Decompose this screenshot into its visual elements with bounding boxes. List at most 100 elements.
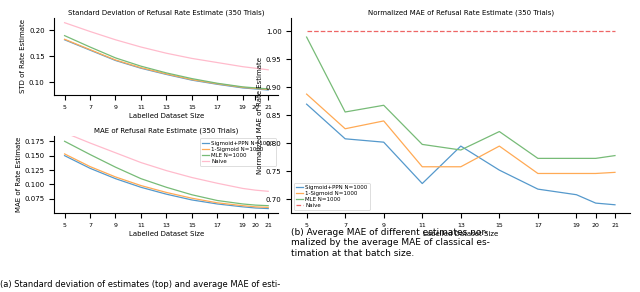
Sigmoid+PPN N=1000 bbox=[264, 207, 272, 210]
Sigmoid+PPN N=1000 bbox=[573, 193, 580, 197]
1-Sigmoid N=1000 bbox=[419, 165, 426, 168]
MLE N=1000 bbox=[163, 185, 170, 189]
1-Sigmoid N=1000 bbox=[534, 172, 541, 175]
1-Sigmoid N=1000 bbox=[457, 165, 465, 168]
Sigmoid+PPN N=1000 bbox=[380, 140, 388, 144]
Line: Sigmoid+PPN N=1000: Sigmoid+PPN N=1000 bbox=[65, 156, 268, 208]
MLE N=1000 bbox=[573, 157, 580, 160]
Sigmoid+PPN N=1000 bbox=[303, 102, 310, 106]
1-Sigmoid N=1000 bbox=[264, 206, 272, 209]
Naive bbox=[592, 30, 600, 33]
Naive bbox=[419, 30, 426, 33]
Naive bbox=[457, 30, 465, 33]
1-Sigmoid N=1000 bbox=[111, 175, 119, 179]
Sigmoid+PPN N=1000 bbox=[61, 154, 68, 157]
Naive bbox=[264, 190, 272, 193]
Y-axis label: MAE of Rate Estimate: MAE of Rate Estimate bbox=[15, 137, 22, 212]
1-Sigmoid N=1000 bbox=[137, 184, 145, 187]
Sigmoid+PPN N=1000 bbox=[534, 187, 541, 191]
1-Sigmoid N=1000 bbox=[573, 172, 580, 175]
MLE N=1000 bbox=[86, 153, 94, 156]
Sigmoid+PPN N=1000 bbox=[611, 203, 619, 206]
Line: Naive: Naive bbox=[65, 133, 268, 191]
Title: Standard Deviation of Refusal Rate Estimate (350 Trials): Standard Deviation of Refusal Rate Estim… bbox=[68, 10, 265, 16]
Sigmoid+PPN N=1000 bbox=[592, 201, 600, 205]
Naive bbox=[188, 176, 196, 179]
Sigmoid+PPN N=1000 bbox=[341, 137, 349, 140]
MLE N=1000 bbox=[611, 154, 619, 157]
1-Sigmoid N=1000 bbox=[188, 197, 196, 200]
Line: 1-Sigmoid N=1000: 1-Sigmoid N=1000 bbox=[307, 94, 615, 173]
MLE N=1000 bbox=[419, 143, 426, 146]
Sigmoid+PPN N=1000 bbox=[188, 198, 196, 202]
Naive bbox=[252, 188, 259, 192]
1-Sigmoid N=1000 bbox=[611, 171, 619, 174]
1-Sigmoid N=1000 bbox=[495, 144, 503, 148]
X-axis label: Labelled Dataset Size: Labelled Dataset Size bbox=[129, 113, 204, 119]
MLE N=1000 bbox=[534, 157, 541, 160]
Naive bbox=[163, 169, 170, 172]
Sigmoid+PPN N=1000 bbox=[495, 168, 503, 172]
Sigmoid+PPN N=1000 bbox=[252, 206, 259, 210]
MLE N=1000 bbox=[264, 204, 272, 207]
1-Sigmoid N=1000 bbox=[252, 205, 259, 208]
Text: (b) Average MAE of different estimates nor-
malized by the average MAE of classi: (b) Average MAE of different estimates n… bbox=[291, 228, 490, 258]
Sigmoid+PPN N=1000 bbox=[457, 144, 465, 148]
Naive bbox=[341, 30, 349, 33]
Title: Normalized MAE of Refusal Rate Estimate (350 Trials): Normalized MAE of Refusal Rate Estimate … bbox=[368, 10, 554, 16]
MLE N=1000 bbox=[252, 203, 259, 207]
Line: MLE N=1000: MLE N=1000 bbox=[307, 37, 615, 158]
Naive bbox=[573, 30, 580, 33]
1-Sigmoid N=1000 bbox=[163, 191, 170, 194]
Naive bbox=[239, 187, 246, 190]
Naive bbox=[111, 151, 119, 154]
1-Sigmoid N=1000 bbox=[61, 152, 68, 156]
Naive bbox=[380, 30, 388, 33]
1-Sigmoid N=1000 bbox=[303, 92, 310, 96]
MLE N=1000 bbox=[61, 140, 68, 143]
Sigmoid+PPN N=1000 bbox=[163, 192, 170, 196]
1-Sigmoid N=1000 bbox=[341, 127, 349, 131]
MLE N=1000 bbox=[457, 148, 465, 152]
Naive bbox=[61, 131, 68, 134]
Sigmoid+PPN N=1000 bbox=[111, 177, 119, 180]
1-Sigmoid N=1000 bbox=[380, 119, 388, 123]
MLE N=1000 bbox=[380, 104, 388, 107]
Sigmoid+PPN N=1000 bbox=[239, 205, 246, 208]
Sigmoid+PPN N=1000 bbox=[214, 202, 221, 206]
MLE N=1000 bbox=[495, 130, 503, 133]
MLE N=1000 bbox=[239, 202, 246, 206]
1-Sigmoid N=1000 bbox=[592, 172, 600, 175]
1-Sigmoid N=1000 bbox=[239, 204, 246, 207]
MLE N=1000 bbox=[592, 157, 600, 160]
Naive bbox=[137, 161, 145, 164]
Naive bbox=[534, 30, 541, 33]
Naive bbox=[495, 30, 503, 33]
1-Sigmoid N=1000 bbox=[86, 165, 94, 168]
Line: 1-Sigmoid N=1000: 1-Sigmoid N=1000 bbox=[65, 154, 268, 207]
MLE N=1000 bbox=[188, 193, 196, 197]
Naive bbox=[303, 30, 310, 33]
X-axis label: Labelled Dataset Size: Labelled Dataset Size bbox=[129, 231, 204, 237]
MLE N=1000 bbox=[137, 177, 145, 180]
Line: Sigmoid+PPN N=1000: Sigmoid+PPN N=1000 bbox=[307, 104, 615, 205]
Naive bbox=[214, 182, 221, 185]
Legend: Sigmoid+PPN N=1000, 1-Sigmoid N=1000, MLE N=1000, Naive: Sigmoid+PPN N=1000, 1-Sigmoid N=1000, ML… bbox=[294, 182, 369, 210]
1-Sigmoid N=1000 bbox=[214, 201, 221, 205]
MLE N=1000 bbox=[303, 35, 310, 39]
Line: MLE N=1000: MLE N=1000 bbox=[65, 141, 268, 206]
Y-axis label: Normalized MAE of Rate Estimate: Normalized MAE of Rate Estimate bbox=[257, 57, 263, 174]
Sigmoid+PPN N=1000 bbox=[86, 166, 94, 170]
Sigmoid+PPN N=1000 bbox=[137, 185, 145, 189]
MLE N=1000 bbox=[341, 110, 349, 114]
Y-axis label: STD of Rate Estimate: STD of Rate Estimate bbox=[20, 19, 26, 93]
X-axis label: Labelled Dataset Size: Labelled Dataset Size bbox=[423, 231, 499, 237]
MLE N=1000 bbox=[111, 165, 119, 169]
Naive bbox=[86, 141, 94, 145]
Text: (a) Standard deviation of estimates (top) and average MAE of esti-: (a) Standard deviation of estimates (top… bbox=[0, 280, 280, 289]
Naive bbox=[611, 30, 619, 33]
Title: MAE of Refusal Rate Estimate (350 Trials): MAE of Refusal Rate Estimate (350 Trials… bbox=[94, 128, 239, 134]
Sigmoid+PPN N=1000 bbox=[419, 182, 426, 185]
MLE N=1000 bbox=[214, 199, 221, 202]
Legend: Sigmoid+PPN N=1000, 1-Sigmoid N=1000, MLE N=1000, Naive: Sigmoid+PPN N=1000, 1-Sigmoid N=1000, ML… bbox=[200, 138, 276, 166]
